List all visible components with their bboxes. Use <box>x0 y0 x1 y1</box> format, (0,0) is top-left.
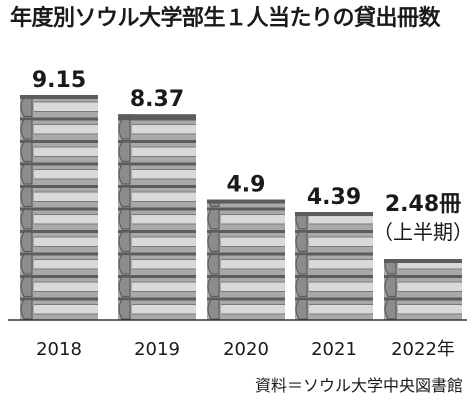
value-label-2021: 4.39 <box>307 185 361 210</box>
value-label-2019: 8.37 <box>130 87 184 112</box>
category-label-2018: 2018 <box>36 339 82 360</box>
category-label-2019: 2019 <box>134 339 180 360</box>
bar-2020 <box>207 199 285 320</box>
source-note: 資料＝ソウル大学中央図書館 <box>254 376 463 395</box>
value-label-2018: 9.15 <box>32 68 86 93</box>
bar-2019 <box>118 114 196 320</box>
category-label-2021: 2021 <box>311 339 357 360</box>
bar-2021 <box>295 212 373 320</box>
category-label-2020: 2020 <box>223 339 269 360</box>
annotation-first-half: （上半期） <box>373 220 473 244</box>
bar-2022年 <box>384 259 462 320</box>
category-label-2022年: 2022年 <box>391 339 455 360</box>
value-label-2022年: 2.48冊 <box>385 192 461 217</box>
value-label-2020: 4.9 <box>227 173 266 198</box>
chart-title: 年度別ソウル大学部生１人当たりの貸出冊数 <box>10 6 441 31</box>
bar-2018 <box>20 95 98 320</box>
